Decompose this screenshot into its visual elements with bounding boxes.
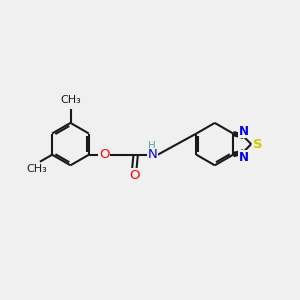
Text: N: N <box>148 148 158 161</box>
Text: N: N <box>238 151 249 164</box>
Text: S: S <box>253 138 262 151</box>
Text: O: O <box>99 148 110 161</box>
Text: N: N <box>238 125 249 138</box>
Text: CH₃: CH₃ <box>60 95 81 105</box>
Text: H: H <box>148 141 156 151</box>
Text: CH₃: CH₃ <box>26 164 47 173</box>
Text: O: O <box>129 169 140 182</box>
